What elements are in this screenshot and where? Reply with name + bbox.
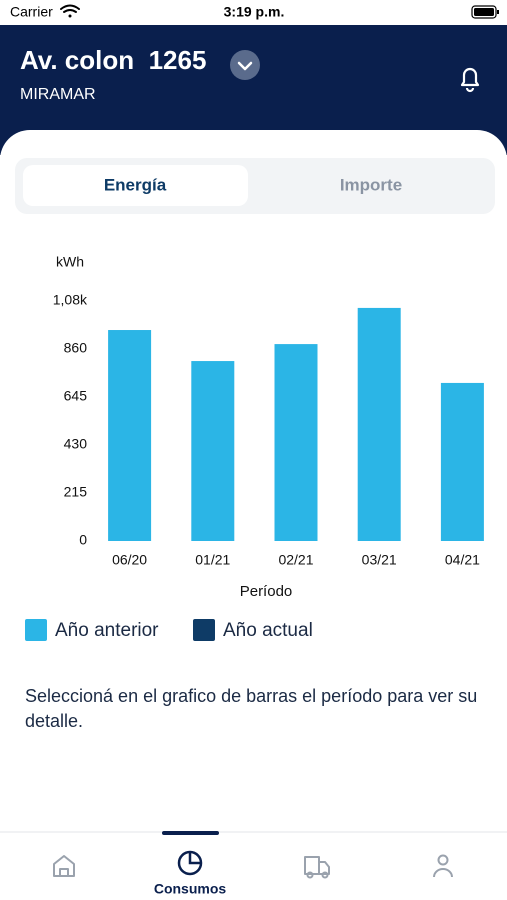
x-tick-label: 02/21 [278, 552, 313, 568]
nav-profile[interactable] [433, 854, 453, 878]
content-card [0, 130, 507, 832]
x-tick-label: 03/21 [362, 552, 397, 568]
y-tick-label: 860 [64, 340, 88, 356]
carrier: Carrier [10, 4, 53, 20]
bottom-nav [0, 832, 507, 900]
address-title: Av. colon 1265 [20, 45, 206, 75]
legend-label: Año anterior [55, 620, 159, 641]
status-bar [0, 0, 507, 25]
bar [191, 361, 235, 541]
legend-swatch [193, 619, 215, 641]
y-tick-label: 645 [64, 388, 88, 404]
clock: 3:19 p.m. [224, 4, 285, 20]
y-tick-label: 0 [79, 532, 87, 548]
bar [357, 307, 401, 541]
y-tick-label: 1,08k [53, 292, 88, 308]
bar [108, 330, 152, 541]
tab-active[interactable] [23, 165, 248, 206]
bar [274, 344, 318, 541]
x-tick-label: 04/21 [445, 552, 480, 568]
bar [440, 382, 484, 541]
legend-label: Año actual [223, 620, 313, 641]
tab-importe[interactable]: Importe [340, 175, 402, 194]
nav-consumos[interactable] [177, 850, 203, 876]
hint-message: Seleccioná en el grafico de barras el pe… [25, 686, 478, 731]
nav-home[interactable] [53, 855, 75, 877]
y-tick-label: 215 [64, 484, 88, 500]
x-tick-label: 06/20 [112, 552, 147, 568]
y-axis-label: kWh [56, 254, 84, 270]
address-dropdown[interactable] [230, 50, 260, 80]
address-subtitle: MIRAMAR [20, 86, 96, 103]
legend-swatch [25, 619, 47, 641]
y-tick-label: 430 [64, 436, 88, 452]
notifications-button[interactable] [460, 67, 480, 93]
nav-consumos-label[interactable]: Consumos [154, 881, 227, 897]
x-axis-label: Período [240, 583, 293, 600]
x-tick-label: 01/21 [195, 552, 230, 568]
nav-delivery[interactable] [304, 856, 330, 879]
wifi-icon [60, 4, 80, 18]
tab-energia[interactable]: Energía [104, 175, 167, 194]
battery-icon [471, 5, 499, 19]
nav-indicator [162, 831, 219, 835]
